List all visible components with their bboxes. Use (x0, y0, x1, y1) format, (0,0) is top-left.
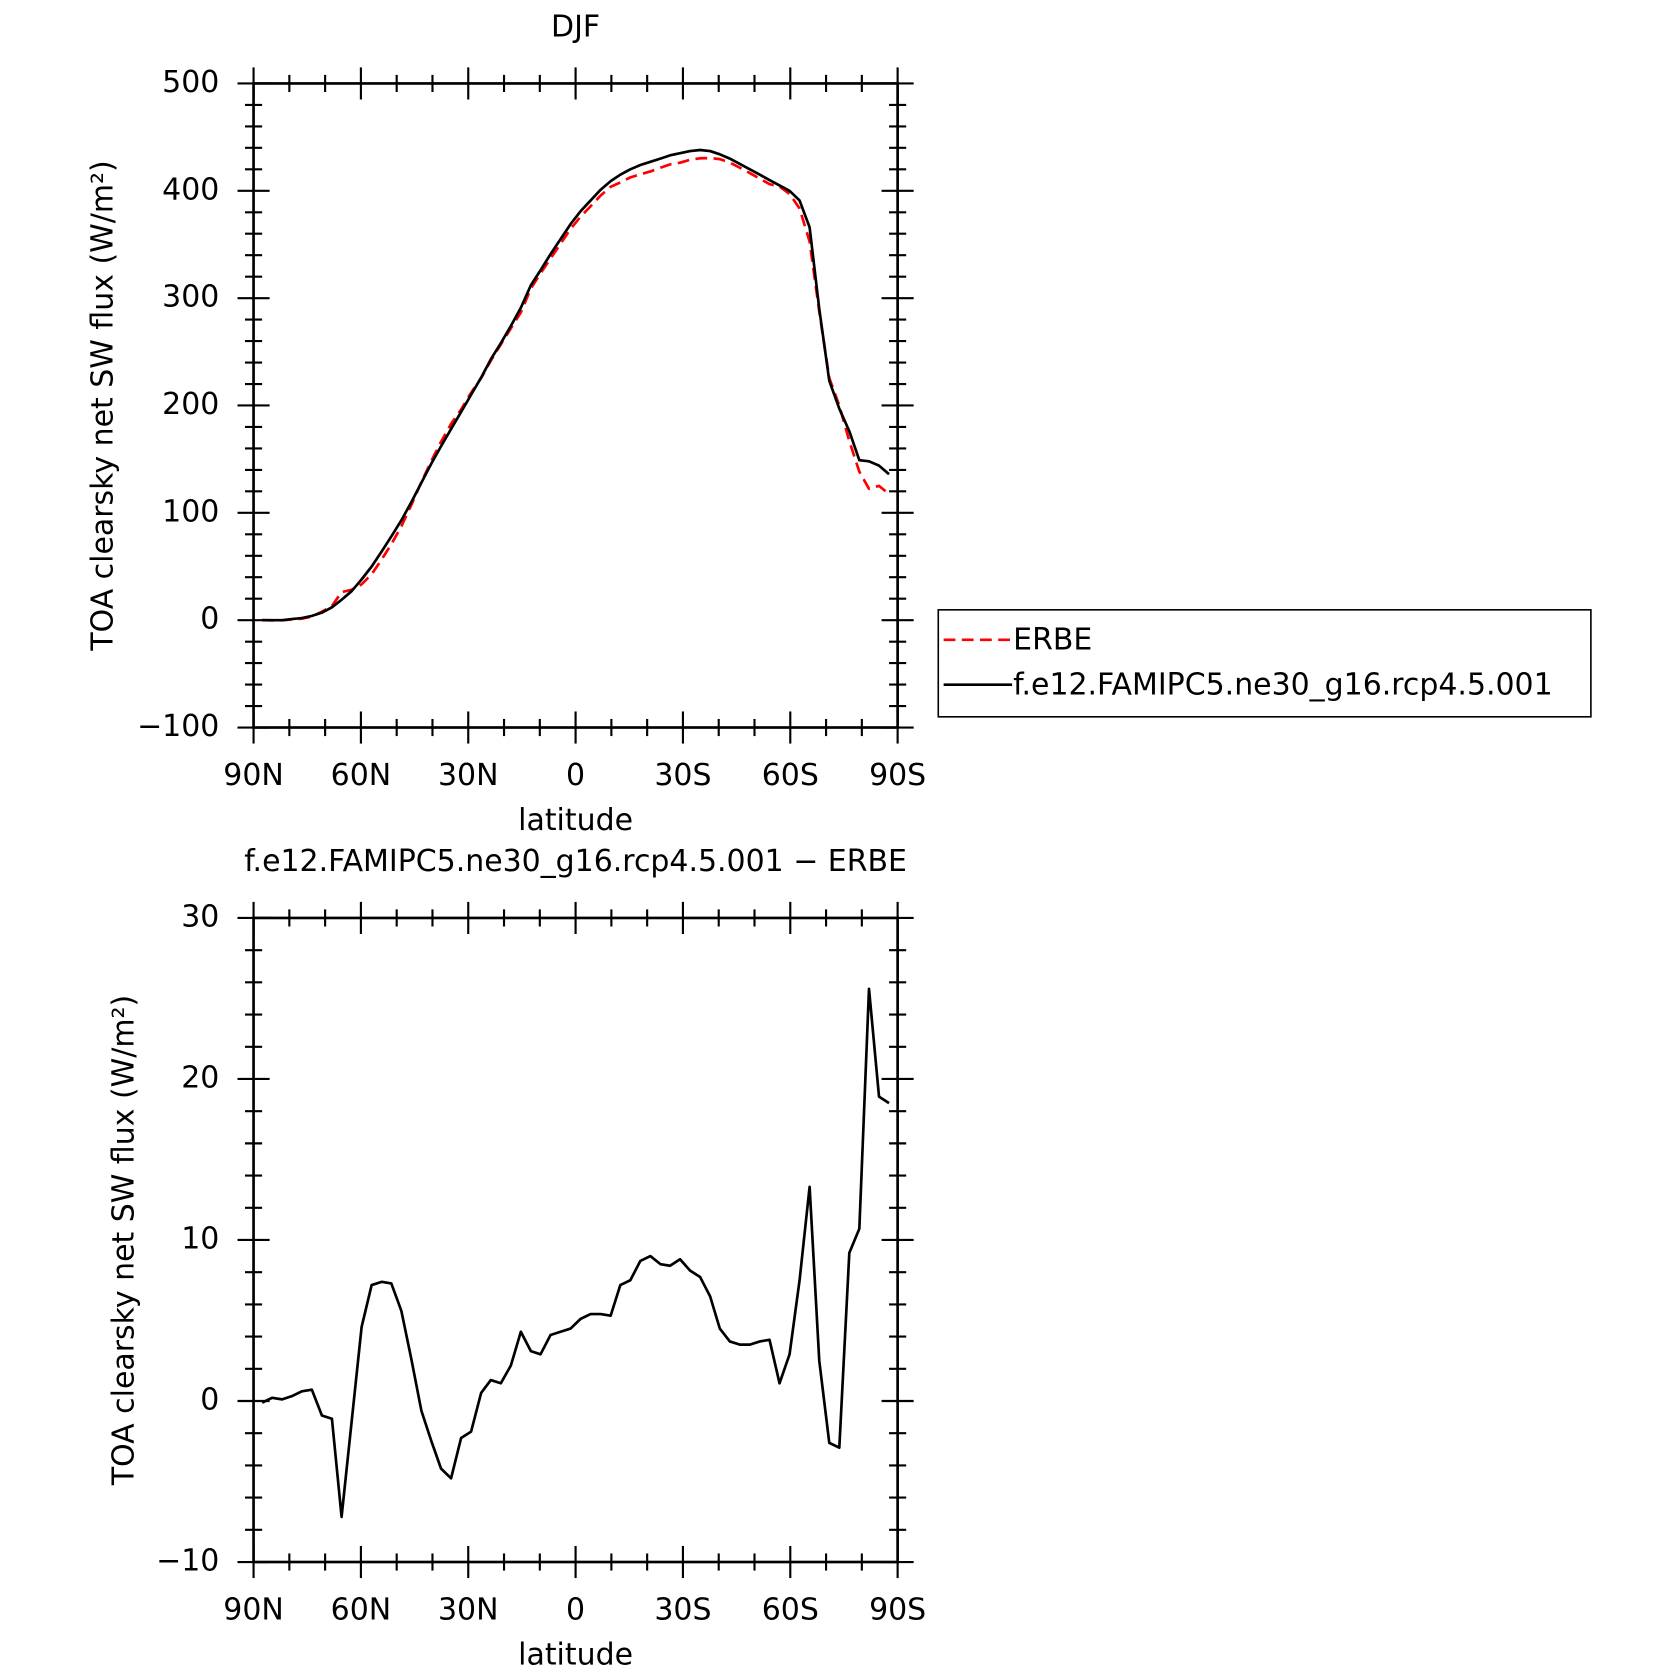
x-tick-label: 0 (566, 758, 585, 793)
y-tick-label: −10 (156, 1544, 219, 1579)
x-tick-label: 30N (438, 758, 498, 793)
y-tick-label: 200 (162, 387, 219, 422)
y-tick-label: 30 (181, 899, 219, 934)
x-tick-label: 60N (331, 758, 391, 793)
data-line (261, 987, 890, 1519)
x-tick-label: 30N (438, 1593, 498, 1628)
y-axis-label: TOA clearsky net SW flux (W/m²) (107, 995, 142, 1486)
x-axis-label: latitude (518, 1638, 633, 1669)
x-tick-label: 30S (654, 758, 711, 793)
y-axis-label: TOA clearsky net SW flux (W/m²) (85, 160, 120, 651)
x-tick-label: 90N (223, 758, 284, 793)
y-tick-label: 400 (162, 172, 219, 207)
x-tick-label: 60S (762, 1593, 819, 1628)
legend-box (937, 609, 1592, 718)
legend-label: ERBE (1013, 622, 1092, 657)
y-tick-label: 10 (181, 1221, 219, 1256)
y-tick-label: 20 (181, 1060, 219, 1095)
data-line (262, 156, 890, 622)
y-tick-label: −100 (137, 709, 219, 744)
x-tick-label: 90S (869, 758, 926, 793)
x-axis-label: latitude (518, 803, 633, 838)
y-tick-label: 0 (200, 602, 219, 637)
data-line (262, 148, 890, 622)
x-tick-label: 60S (762, 758, 819, 793)
plot-frame (252, 916, 899, 1564)
x-tick-label: 60N (331, 1593, 391, 1628)
y-tick-label: 100 (162, 494, 219, 529)
chart-title: DJF (551, 9, 600, 44)
legend-label: f.e12.FAMIPC5.ne30_g16.rcp4.5.001 (1013, 667, 1553, 702)
x-tick-label: 90S (869, 1593, 926, 1628)
y-tick-label: 500 (162, 65, 219, 100)
x-tick-label: 30S (654, 1593, 711, 1628)
plot-frame (252, 82, 899, 729)
x-tick-label: 0 (566, 1593, 585, 1628)
x-tick-label: 90N (223, 1593, 284, 1628)
y-tick-label: 0 (200, 1382, 219, 1417)
y-tick-label: 300 (162, 280, 219, 315)
chart-title: f.e12.FAMIPC5.ne30_g16.rcp4.5.001 − ERBE (244, 844, 907, 879)
